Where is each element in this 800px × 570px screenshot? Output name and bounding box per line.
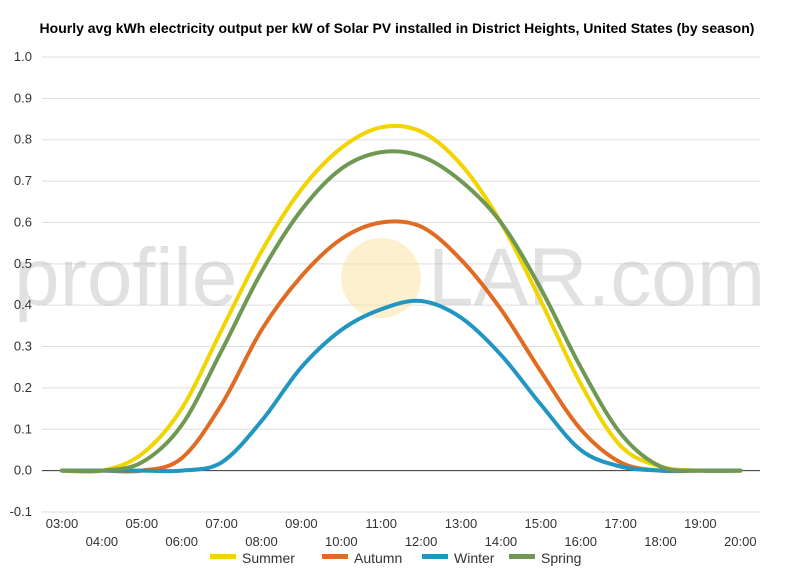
x-tick-label: 17:00 <box>604 516 637 531</box>
x-tick-label: 14:00 <box>485 534 518 549</box>
x-tick-label: 12:00 <box>405 534 438 549</box>
y-tick-label: 0.4 <box>14 297 32 312</box>
x-tick-label: 11:00 <box>365 516 397 531</box>
series-line-winter <box>60 298 743 474</box>
legend-swatch-winter <box>422 554 448 559</box>
axes: 1.0 0.9 0.8 0.7 0.6 0.5 0.4 0.3 0.2 0.1 0.0 -0.1 03:… <box>10 49 760 549</box>
watermark-sun-icon <box>341 238 421 318</box>
x-tick-label: 03:00 <box>46 516 79 531</box>
x-tick-label: 09:00 <box>285 516 318 531</box>
x-tick-label: 16:00 <box>564 534 597 549</box>
y-tick-label: 0.3 <box>14 339 32 354</box>
x-tick-label: 07:00 <box>205 516 238 531</box>
legend-label-spring: Spring <box>541 550 581 566</box>
series-line-summer <box>60 123 743 474</box>
legend-label-winter: Winter <box>454 550 495 566</box>
y-tick-label: 1.0 <box>14 49 32 64</box>
series-line-autumn <box>60 219 743 474</box>
x-tick-label: 19:00 <box>684 516 717 531</box>
y-tick-label: 0.9 <box>14 90 32 105</box>
legend-swatch-spring <box>509 554 535 559</box>
y-tick-label: 0.2 <box>14 380 32 395</box>
legend-swatch-summer <box>210 554 236 559</box>
chart-title: Hourly avg kWh electricity output per kW… <box>40 20 755 36</box>
watermark-text-left: profile <box>14 232 237 323</box>
x-tick-label: 13:00 <box>445 516 478 531</box>
y-tick-label: 0.1 <box>14 421 32 436</box>
y-tick-label: -0.1 <box>10 504 32 519</box>
series-line-spring <box>60 149 743 474</box>
x-tick-label: 10:00 <box>325 534 358 549</box>
y-tick-label: 0.6 <box>14 214 32 229</box>
y-tick-label: 0.7 <box>14 173 32 188</box>
legend-label-autumn: Autumn <box>354 550 402 566</box>
series <box>60 123 743 474</box>
legend: Summer Autumn Winter Spring <box>210 550 581 566</box>
x-tick-label: 20:00 <box>724 534 757 549</box>
y-tick-label: 0.5 <box>14 256 32 271</box>
x-tick-label: 18:00 <box>644 534 677 549</box>
legend-label-summer: Summer <box>242 550 295 566</box>
x-tick-label: 05:00 <box>126 516 159 531</box>
watermark: profile LAR.com <box>14 232 765 323</box>
y-tick-label: 0.8 <box>14 132 32 147</box>
legend-swatch-autumn <box>322 554 348 559</box>
watermark-text-right: LAR.com <box>428 232 765 323</box>
x-tick-label: 04:00 <box>86 534 119 549</box>
x-tick-label: 06:00 <box>165 534 198 549</box>
x-tick-label: 08:00 <box>245 534 278 549</box>
y-tick-label: 0.0 <box>14 463 32 478</box>
x-tick-label: 15:00 <box>525 516 558 531</box>
